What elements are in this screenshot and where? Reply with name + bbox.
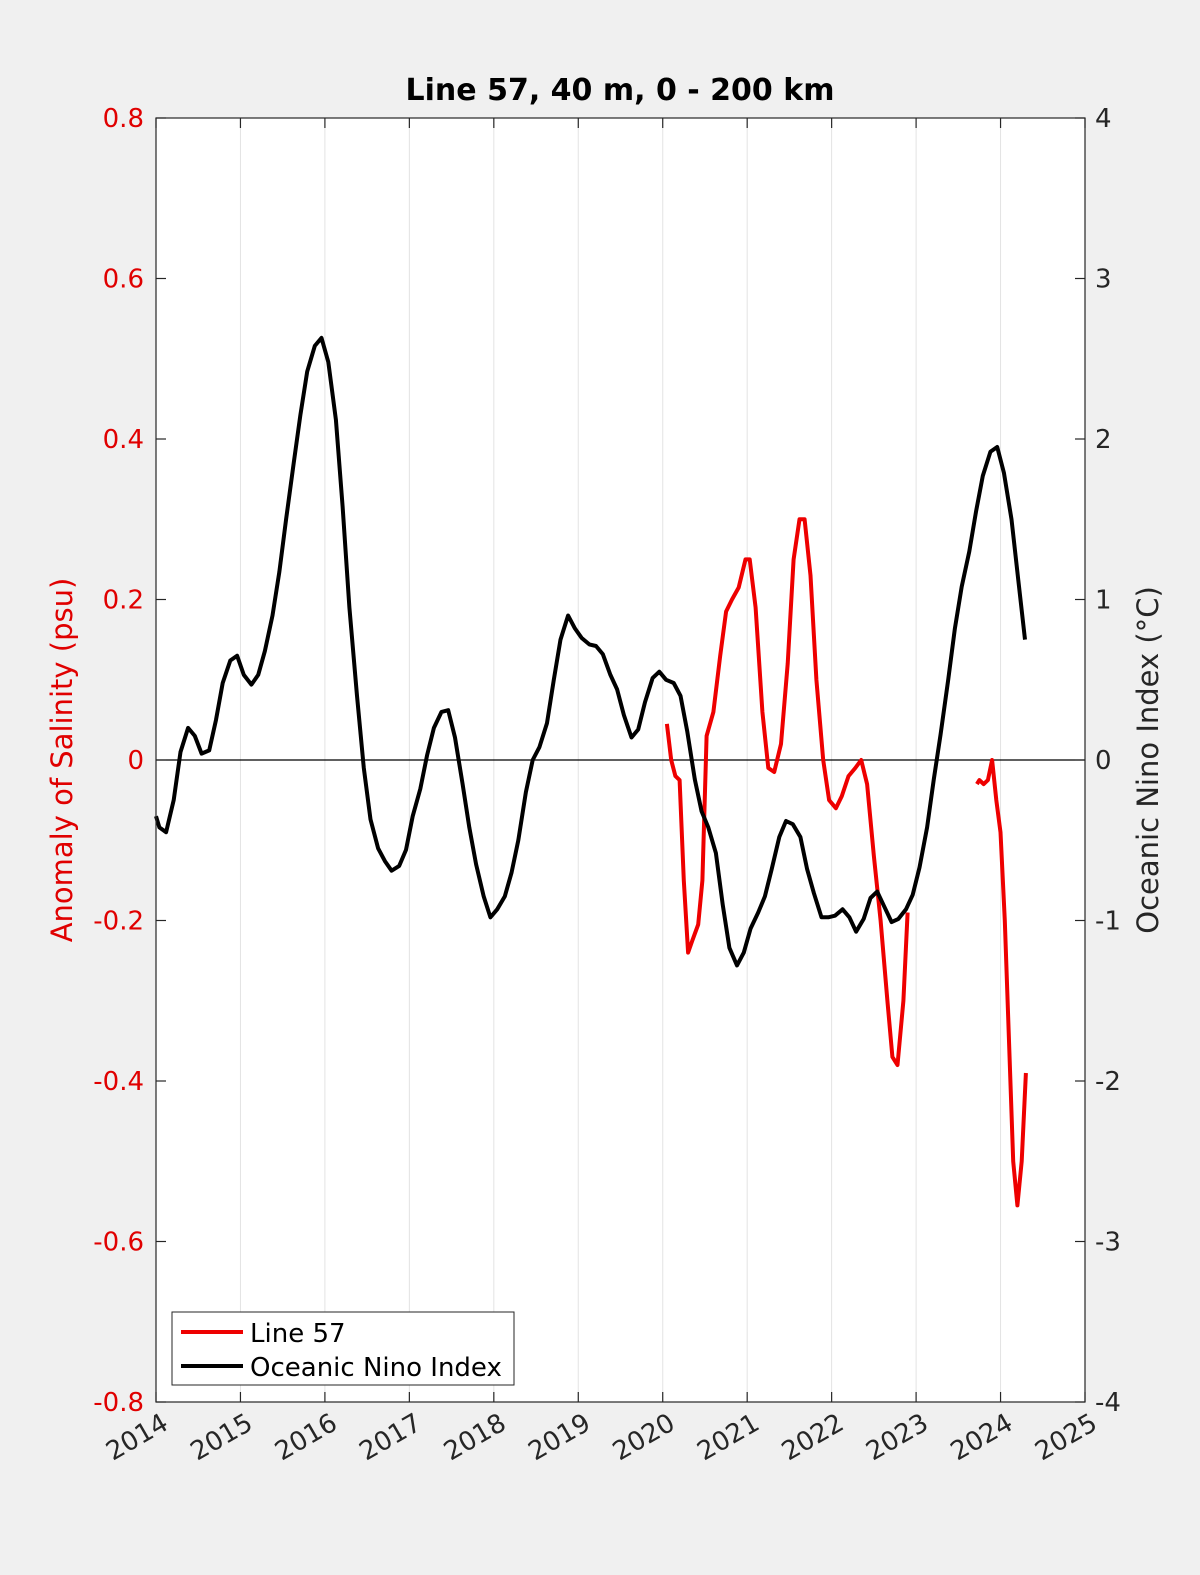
y-left-tick-label: 0.2 xyxy=(103,586,144,616)
y-right-tick-label: -3 xyxy=(1095,1228,1121,1258)
y-axis-left-label: Anomaly of Salinity (psu) xyxy=(45,578,79,943)
y-left-tick-label: 0 xyxy=(127,746,144,776)
series-layer xyxy=(154,335,1028,1208)
y-axis-right-label: Oceanic Nino Index (°C) xyxy=(1131,586,1165,934)
tick-label-layer: 2014 2015 2016 2017 2018 2019 2020 2021 2022 2023… xyxy=(93,104,1121,1467)
chart-title: Line 57, 40 m, 0 - 200 km xyxy=(406,73,835,108)
y-left-tick-label: -0.2 xyxy=(93,907,144,937)
y-right-tick-label: 3 xyxy=(1095,265,1112,295)
y-right-tick-label: 4 xyxy=(1095,104,1112,134)
legend: Line 57 Oceanic Nino Index xyxy=(171,1311,515,1386)
y-left-tick-label: -0.8 xyxy=(93,1388,144,1418)
y-right-tick-label: 2 xyxy=(1095,425,1112,455)
series-oceanic-nino-index xyxy=(154,335,1027,968)
y-left-tick-label: 0.4 xyxy=(103,425,144,455)
series-line57-segment-1 xyxy=(975,758,1028,1208)
y-left-tick-label: -0.4 xyxy=(93,1067,144,1097)
y-right-tick-label: -2 xyxy=(1095,1067,1121,1097)
y-right-tick-label: 1 xyxy=(1095,586,1112,616)
y-left-tick-label: -0.6 xyxy=(93,1228,144,1258)
y-left-tick-label: 0.6 xyxy=(103,265,144,295)
legend-label-line57: Line 57 xyxy=(250,1319,346,1349)
y-right-tick-label: -4 xyxy=(1095,1388,1121,1418)
series-line57-segment-0 xyxy=(664,517,910,1067)
legend-label-oni: Oceanic Nino Index xyxy=(250,1353,502,1383)
y-left-tick-label: 0.8 xyxy=(103,104,144,134)
y-right-tick-label: -1 xyxy=(1095,907,1121,937)
legend-box xyxy=(171,1311,515,1386)
y-right-tick-label: 0 xyxy=(1095,746,1112,776)
tick-layer xyxy=(155,117,1086,1403)
